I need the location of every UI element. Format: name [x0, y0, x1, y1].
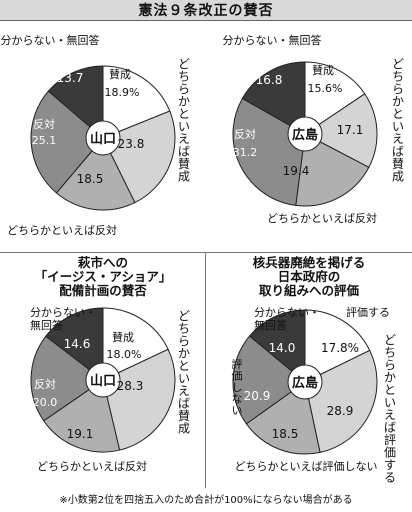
section-divider	[0, 252, 412, 253]
q2-nuclear-label-2: どちらかといえば評価する	[384, 333, 396, 484]
q1-yamaguchi-value-5: 13.7	[57, 71, 84, 85]
q1-yamaguchi-slice-3	[55, 137, 136, 211]
q2-nuclear-center-label: 広島	[292, 375, 318, 391]
q2-nuclear-label-4: 評価しない	[232, 357, 243, 417]
q2-aegis-slice-2	[102, 348, 176, 451]
q1-hiroshima-slice-1	[304, 61, 366, 135]
q1-hiroshima-value-4: 31.2	[233, 146, 258, 159]
q1-yamaguchi-slice-5	[47, 65, 104, 140]
q1-hiroshima-pie	[232, 61, 378, 207]
q2-aegis-label-4: 反対	[34, 377, 56, 391]
q1-yamaguchi-center-label: 山口	[90, 131, 116, 147]
q2-nuclear-value-2: 28.9	[327, 404, 354, 418]
panel-title-nuclear-line-2: 日本政府の	[277, 269, 341, 284]
q2-aegis-value-2: 28.3	[117, 379, 144, 393]
q2-aegis-label-3: どちらかといえば反対	[37, 459, 147, 473]
q1-hiroshima-slice-4	[232, 97, 306, 206]
q2-nuclear-label-3: どちらかといえば評価しない	[235, 459, 378, 473]
q2-aegis-value-4: 20.0	[33, 396, 58, 409]
footnote: ※小数第2位を四捨五入のため合計が100%にならない場合がある	[59, 495, 353, 506]
panel-divider	[205, 252, 206, 488]
q2-nuclear-label-5-line-1: 分からない・	[254, 306, 320, 319]
q1-yamaguchi-slice-2	[102, 110, 176, 204]
q1-yamaguchi-slice-4	[30, 90, 104, 194]
panel-title-nuclear-line-3: 取り組みへの評価	[258, 283, 359, 298]
q2-aegis-label-5-line-2: 無回答	[30, 318, 63, 332]
q2-nuclear-value-5: 14.0	[269, 341, 296, 355]
q2-aegis-value-1: 18.0%	[107, 348, 142, 361]
q2-aegis-value-5: 14.6	[64, 337, 91, 351]
q2-nuclear-slice-3	[245, 381, 321, 455]
q1-hiroshima-label-5: 分からない・無回答	[223, 33, 322, 47]
panel-title-aegis-line-3: 配備計画の賛否	[59, 283, 147, 298]
q2-aegis-pie	[30, 307, 176, 453]
q2-aegis-slice-4	[30, 335, 104, 422]
q2-nuclear-slice-1	[304, 309, 371, 383]
q1-hiroshima-slice-5	[241, 61, 306, 135]
q1-hiroshima-slice-2	[304, 93, 378, 169]
q1-yamaguchi-value-2: 23.8	[118, 137, 145, 151]
q2-nuclear-slice-4	[232, 335, 306, 425]
panel-title-aegis-line-2: 「イージス・アショア」	[34, 269, 172, 284]
q1-hiroshima-slice-3	[295, 133, 370, 207]
q1-yamaguchi-label-5: 分からない・無回答	[1, 33, 100, 47]
panel-title-nuclear-line-1: 核兵器廃絶を掲げる	[252, 255, 366, 270]
q1-hiroshima-center-label: 広島	[292, 127, 318, 143]
q2-aegis-center-label: 山口	[90, 373, 116, 389]
q2-nuclear-value-4: 20.9	[244, 389, 271, 403]
figure-title: 憲法９条改正の賛否	[0, 0, 412, 21]
panel-title-aegis: 萩市への 「イージス・アショア」 配備計画の賛否	[2, 256, 204, 298]
q1-hiroshima-label-3: どちらかといえば反対	[267, 211, 377, 225]
q2-aegis-label-2: どちらかといえば賛成	[178, 309, 190, 435]
q1-yamaguchi-center-hole	[85, 120, 121, 156]
q1-hiroshima-value-2: 17.1	[337, 123, 364, 137]
q2-aegis-center-hole	[85, 362, 121, 398]
q2-nuclear-value-3: 18.5	[272, 427, 299, 441]
q1-hiroshima-value-5: 16.8	[256, 73, 283, 87]
q2-nuclear-slice-5	[248, 309, 306, 384]
q1-hiroshima-label-2: どちらかといえば賛成	[392, 57, 404, 183]
q2-nuclear-label-5-line-2: 無回答	[254, 318, 287, 332]
q1-hiroshima-label-1: 賛成	[312, 63, 334, 77]
q1-yamaguchi-label-3: どちらかといえば反対	[7, 223, 117, 237]
q2-aegis-label-5-line-1: 分からない・	[30, 306, 96, 319]
q2-aegis-slice-5	[45, 307, 104, 382]
q2-nuclear-value-1: 17.8%	[321, 341, 359, 355]
q1-yamaguchi-value-4: 25.1	[32, 134, 57, 147]
panel-title-nuclear: 核兵器廃絶を掲げる 日本政府の 取り組みへの評価	[208, 256, 410, 298]
q2-nuclear-center-hole	[287, 364, 323, 400]
q1-yamaguchi-label-4: 反対	[33, 117, 55, 131]
q1-hiroshima-value-1: 15.6%	[308, 82, 343, 95]
q1-yamaguchi-label-1: 賛成	[109, 67, 131, 81]
q2-nuclear-slice-2	[304, 349, 378, 454]
q2-aegis-slice-1	[102, 307, 169, 381]
q2-nuclear-pie	[232, 309, 378, 455]
q2-aegis-slice-3	[43, 379, 121, 453]
q1-hiroshima-center-hole	[287, 116, 323, 152]
q1-yamaguchi-pie	[30, 65, 176, 211]
panel-title-aegis-line-1: 萩市への	[77, 255, 128, 270]
q2-aegis-value-3: 19.1	[67, 427, 94, 441]
q1-yamaguchi-slice-1	[102, 65, 171, 139]
q1-hiroshima-label-4: 反対	[234, 127, 256, 141]
q1-hiroshima-value-3: 19.4	[283, 164, 310, 178]
q2-nuclear-label-1: 評価する	[346, 305, 390, 319]
q1-yamaguchi-value-1: 18.9%	[105, 86, 140, 99]
q2-aegis-label-1: 賛成	[112, 330, 134, 344]
q1-yamaguchi-label-2: どちらかといえば賛成	[178, 57, 190, 183]
q1-yamaguchi-value-3: 18.5	[77, 172, 104, 186]
